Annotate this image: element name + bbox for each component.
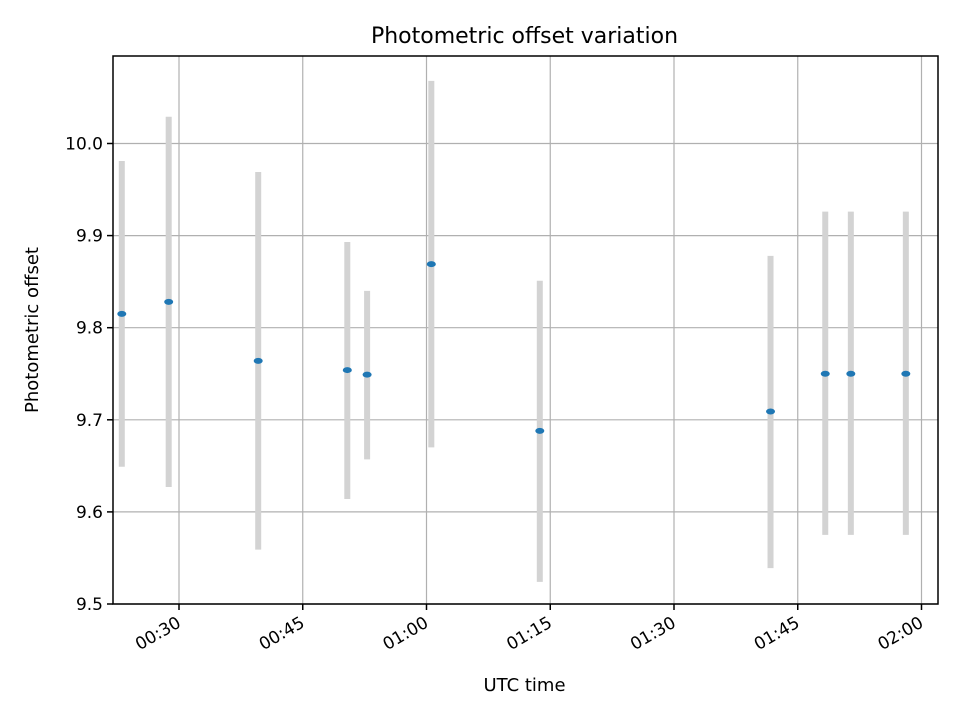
- data-point: [846, 370, 856, 377]
- x-tick-label: 02:00: [875, 613, 927, 655]
- x-axis-ticks: 00:30 00:45 01:00 01:15 01:30 01:45 02:00: [132, 604, 927, 655]
- y-tick-label: 9.7: [76, 411, 103, 431]
- y-axis-label: Photometric offset: [22, 247, 43, 413]
- data-point: [164, 298, 174, 305]
- data-point: [342, 367, 352, 374]
- data-point: [820, 370, 830, 377]
- y-tick-label: 9.5: [76, 595, 103, 615]
- grid-lines: [113, 56, 938, 605]
- x-tick-label: 01:15: [503, 613, 555, 655]
- data-point: [362, 371, 372, 378]
- data-point: [535, 427, 545, 434]
- y-axis-ticks: 9.5 9.6 9.7 9.8 9.9 10.0: [65, 134, 113, 615]
- x-tick-label: 01:45: [751, 613, 803, 655]
- data-point: [766, 408, 776, 415]
- data-point: [117, 310, 127, 317]
- x-tick-label: 01:30: [627, 613, 679, 655]
- plot-frame: [112, 55, 939, 605]
- x-axis-label: UTC time: [483, 675, 565, 696]
- data-point: [901, 370, 911, 377]
- data-point: [426, 261, 436, 268]
- y-tick-label: 9.9: [76, 227, 103, 247]
- data-point: [253, 357, 263, 364]
- y-tick-label: 9.6: [76, 503, 103, 523]
- y-tick-label: 10.0: [65, 134, 103, 154]
- x-tick-label: 01:00: [380, 613, 432, 655]
- x-tick-label: 00:30: [132, 613, 184, 655]
- data-points: [117, 261, 911, 434]
- y-tick-label: 9.8: [76, 319, 103, 339]
- x-tick-label: 00:45: [256, 613, 308, 655]
- chart-title: Photometric offset variation: [371, 24, 678, 49]
- error-bars: [118, 80, 909, 582]
